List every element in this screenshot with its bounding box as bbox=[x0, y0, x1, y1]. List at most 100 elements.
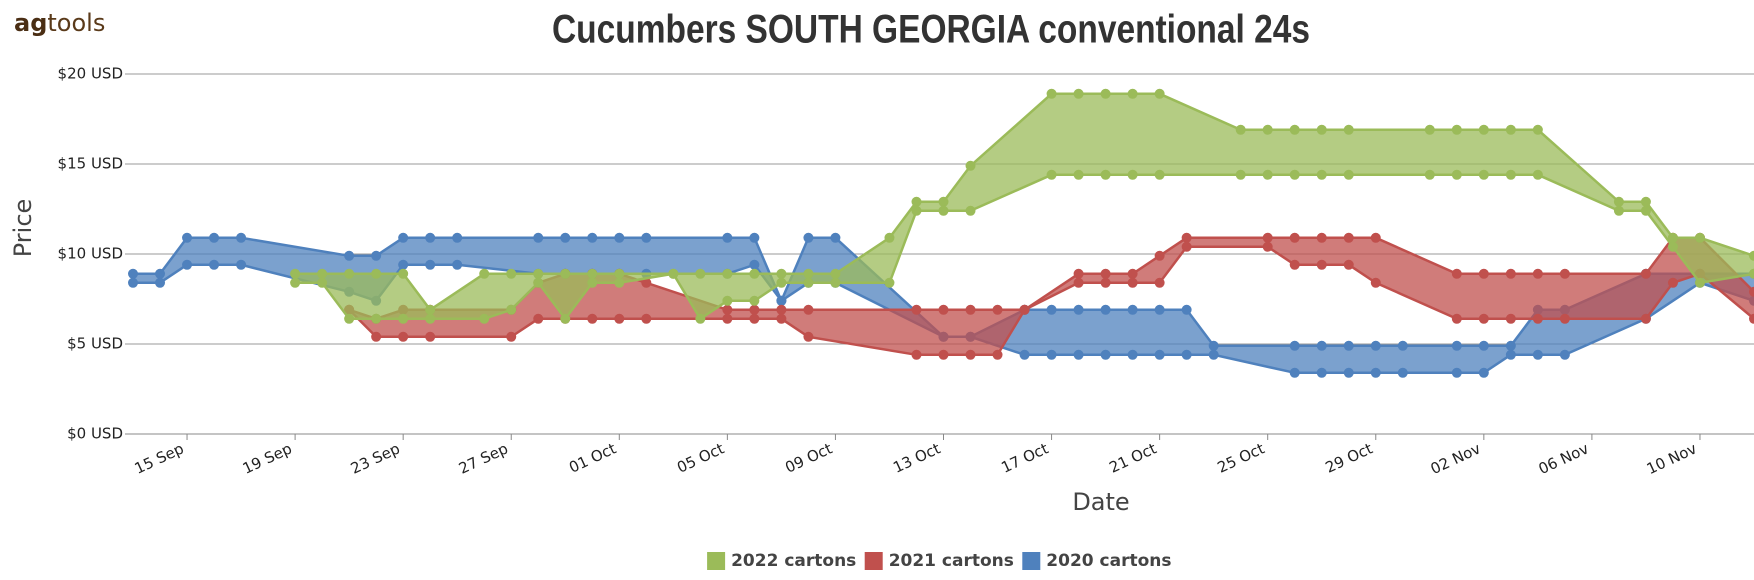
y-tick-label: $20 USD bbox=[58, 65, 123, 83]
high-point bbox=[560, 268, 571, 279]
low-point bbox=[506, 304, 517, 315]
low-point bbox=[1262, 169, 1273, 180]
low-point bbox=[1316, 169, 1327, 180]
low-point bbox=[668, 268, 679, 279]
high-point bbox=[1343, 340, 1354, 351]
x-tick-label: 23 Sep bbox=[348, 439, 403, 477]
high-point bbox=[506, 268, 517, 279]
range-area bbox=[295, 93, 1754, 319]
high-point bbox=[803, 304, 814, 315]
low-point bbox=[1289, 169, 1300, 180]
low-point bbox=[1100, 349, 1111, 360]
low-point bbox=[1370, 367, 1381, 378]
low-point bbox=[803, 277, 814, 288]
high-point bbox=[1289, 232, 1300, 243]
low-point bbox=[128, 277, 138, 288]
high-point bbox=[479, 268, 490, 279]
high-point bbox=[1749, 286, 1754, 297]
high-point bbox=[1262, 232, 1273, 243]
low-point bbox=[425, 331, 436, 342]
low-point bbox=[722, 295, 733, 306]
high-point bbox=[398, 268, 409, 279]
low-point bbox=[209, 259, 220, 270]
low-point bbox=[1073, 277, 1084, 288]
low-point bbox=[1154, 277, 1165, 288]
low-point bbox=[776, 295, 787, 306]
high-point bbox=[425, 304, 436, 315]
low-point bbox=[1613, 205, 1624, 216]
high-point bbox=[722, 232, 733, 243]
low-point bbox=[1100, 277, 1111, 288]
low-point bbox=[1127, 349, 1138, 360]
x-tick-label: 15 Sep bbox=[132, 439, 187, 477]
low-point bbox=[1532, 169, 1543, 180]
low-point bbox=[1532, 313, 1543, 324]
high-point bbox=[344, 268, 355, 279]
low-point bbox=[749, 313, 760, 324]
high-point bbox=[1127, 88, 1138, 99]
low-point bbox=[1559, 349, 1570, 360]
x-tick-label: 09 Oct bbox=[782, 439, 835, 476]
high-point bbox=[1073, 304, 1084, 315]
high-point bbox=[641, 277, 652, 288]
low-point bbox=[1370, 277, 1381, 288]
high-point bbox=[1559, 268, 1570, 279]
low-point bbox=[776, 277, 787, 288]
low-point bbox=[1046, 349, 1057, 360]
low-point bbox=[1667, 241, 1678, 252]
high-point bbox=[1154, 88, 1165, 99]
high-point bbox=[1316, 340, 1327, 351]
low-point bbox=[533, 313, 544, 324]
high-point bbox=[1532, 124, 1543, 135]
low-point bbox=[830, 277, 841, 288]
low-point bbox=[479, 313, 490, 324]
high-point bbox=[1343, 124, 1354, 135]
high-point bbox=[614, 268, 625, 279]
high-point bbox=[1694, 232, 1705, 243]
logo: agtools bbox=[14, 9, 105, 37]
high-point bbox=[965, 160, 976, 171]
low-point bbox=[1019, 349, 1030, 360]
low-point bbox=[695, 313, 706, 324]
low-point bbox=[776, 313, 787, 324]
high-point bbox=[965, 304, 976, 315]
high-point bbox=[587, 232, 598, 243]
low-point bbox=[911, 349, 922, 360]
x-tick-label: 13 Oct bbox=[890, 439, 943, 476]
low-point bbox=[1505, 313, 1516, 324]
low-point bbox=[290, 277, 301, 288]
high-point bbox=[776, 268, 787, 279]
high-point bbox=[1451, 268, 1462, 279]
low-point bbox=[371, 331, 382, 342]
high-point bbox=[155, 268, 166, 279]
low-point bbox=[1046, 169, 1057, 180]
logo-bold: ag bbox=[14, 9, 47, 37]
low-point bbox=[1262, 241, 1273, 252]
high-point bbox=[722, 268, 733, 279]
low-point bbox=[587, 313, 598, 324]
high-point bbox=[398, 232, 409, 243]
low-point bbox=[1694, 277, 1705, 288]
high-point bbox=[1100, 304, 1111, 315]
low-point bbox=[560, 313, 571, 324]
high-point bbox=[1424, 124, 1435, 135]
low-point bbox=[533, 277, 544, 288]
high-point bbox=[1181, 232, 1192, 243]
low-point bbox=[911, 205, 922, 216]
low-point bbox=[587, 277, 598, 288]
high-point bbox=[425, 232, 436, 243]
high-point bbox=[209, 232, 220, 243]
high-point bbox=[749, 232, 760, 243]
low-point bbox=[1505, 169, 1516, 180]
low-point bbox=[1073, 169, 1084, 180]
low-point bbox=[1073, 349, 1084, 360]
x-tick-label: 05 Oct bbox=[674, 439, 727, 476]
low-point bbox=[425, 313, 436, 324]
high-point bbox=[128, 268, 138, 279]
high-point bbox=[533, 232, 544, 243]
high-point bbox=[830, 268, 841, 279]
y-tick-label: $15 USD bbox=[58, 155, 123, 173]
low-point bbox=[452, 259, 463, 270]
high-point bbox=[1640, 268, 1651, 279]
